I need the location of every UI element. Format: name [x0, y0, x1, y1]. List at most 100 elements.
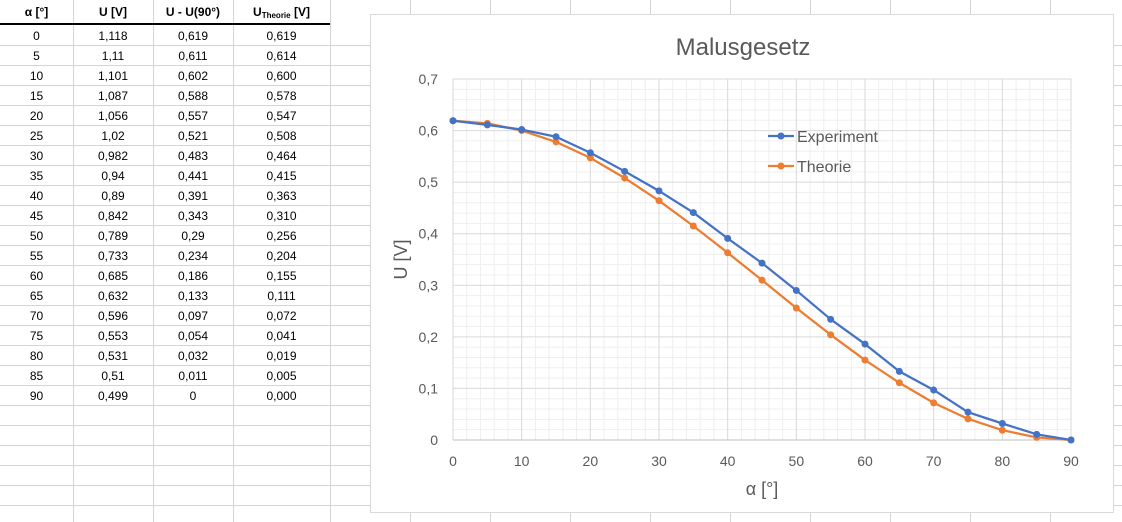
cell-u-minus-u90[interactable]: 0,097 — [177, 309, 209, 323]
chart-title: Malusgesetz — [676, 34, 811, 61]
cell-u[interactable]: 0,789 — [97, 229, 129, 243]
cell-u-theorie[interactable]: 0,005 — [266, 369, 297, 383]
cell-u[interactable]: 0,842 — [97, 209, 129, 223]
cell-u[interactable]: 1,118 — [98, 29, 128, 43]
cell-u-minus-u90[interactable]: 0,557 — [177, 109, 209, 123]
cell-u-theorie[interactable]: 0,547 — [266, 109, 297, 123]
cell-alpha[interactable]: 10 — [29, 69, 44, 83]
x-tick-label: 50 — [789, 453, 805, 469]
x-tick-label: 0 — [449, 453, 457, 469]
header-u[interactable]: U [V] — [99, 5, 127, 19]
data-point-experiment — [655, 187, 663, 195]
cell-u-minus-u90[interactable]: 0 — [189, 389, 197, 403]
cell-u-theorie[interactable]: 0,415 — [266, 169, 297, 183]
cell-u-theorie[interactable]: 0,464 — [266, 149, 297, 163]
x-tick-label: 40 — [720, 453, 736, 469]
cell-u-theorie[interactable]: 0,310 — [266, 209, 297, 223]
cell-alpha[interactable]: 35 — [29, 169, 44, 183]
cell-u-minus-u90[interactable]: 0,011 — [178, 369, 208, 383]
y-tick-label: 0 — [430, 432, 438, 448]
cell-u-theorie[interactable]: 0,155 — [266, 269, 297, 283]
header-u-theorie[interactable]: UTheorie [V] — [233, 2, 330, 22]
y-axis-label: U [V] — [391, 239, 411, 279]
header-u-minus-u90[interactable]: U - U(90°) — [165, 5, 221, 19]
cell-alpha[interactable]: 20 — [29, 109, 44, 123]
cell-u[interactable]: 1,02 — [101, 129, 125, 143]
cell-u-minus-u90[interactable]: 0,611 — [178, 49, 208, 63]
cell-u-minus-u90[interactable]: 0,602 — [177, 69, 209, 83]
cell-u-theorie[interactable]: 0,614 — [266, 49, 297, 63]
cell-u[interactable]: 0,632 — [97, 289, 129, 303]
cell-u-theorie[interactable]: 0,578 — [266, 89, 297, 103]
cell-alpha[interactable]: 25 — [29, 129, 44, 143]
cell-alpha[interactable]: 30 — [29, 149, 44, 163]
cell-u-minus-u90[interactable]: 0,186 — [177, 269, 209, 283]
header-alpha[interactable]: α [°] — [24, 5, 49, 19]
cell-u-minus-u90[interactable]: 0,032 — [177, 349, 209, 363]
cell-alpha[interactable]: 45 — [29, 209, 44, 223]
data-point-experiment — [895, 367, 903, 375]
data-point-experiment — [518, 126, 526, 134]
cell-u-theorie[interactable]: 0,363 — [266, 189, 297, 203]
cell-u[interactable]: 0,685 — [97, 269, 129, 283]
cell-u-theorie[interactable]: 0,600 — [266, 69, 297, 83]
cell-u-minus-u90[interactable]: 0,29 — [181, 229, 205, 243]
cell-u[interactable]: 0,499 — [97, 389, 129, 403]
cell-alpha[interactable]: 5 — [33, 49, 40, 63]
cell-u[interactable]: 0,733 — [97, 249, 129, 263]
cell-u-minus-u90[interactable]: 0,441 — [177, 169, 209, 183]
cell-alpha[interactable]: 55 — [29, 249, 44, 263]
data-point-experiment — [586, 149, 594, 157]
legend-marker-experiment — [777, 132, 785, 140]
x-tick-label: 80 — [995, 453, 1011, 469]
gridline — [153, 0, 154, 522]
cell-u-theorie[interactable]: 0,072 — [266, 309, 297, 323]
cell-u-theorie[interactable]: 0,019 — [266, 349, 297, 363]
legend-label-experiment: Experiment — [797, 129, 878, 146]
cell-u-minus-u90[interactable]: 0,054 — [177, 329, 209, 343]
cell-u-minus-u90[interactable]: 0,521 — [177, 129, 209, 143]
cell-u[interactable]: 0,94 — [101, 169, 125, 183]
cell-u[interactable]: 1,11 — [101, 49, 125, 63]
cell-u[interactable]: 0,531 — [97, 349, 129, 363]
cell-u[interactable]: 1,087 — [97, 89, 129, 103]
cell-alpha[interactable]: 90 — [29, 389, 44, 403]
cell-alpha[interactable]: 50 — [29, 229, 44, 243]
cell-u-minus-u90[interactable]: 0,234 — [177, 249, 209, 263]
cell-u-minus-u90[interactable]: 0,588 — [177, 89, 209, 103]
cell-u-minus-u90[interactable]: 0,343 — [177, 209, 209, 223]
chart[interactable]: 0 0,1 0,2 0,3 0,4 0,5 0,6 0,7 0 10 20 30 40 50 60 70 80 9… — [370, 14, 1114, 513]
x-tick-label: 20 — [583, 453, 599, 469]
cell-alpha[interactable]: 70 — [29, 309, 44, 323]
x-tick-label: 10 — [514, 453, 530, 469]
cell-alpha[interactable]: 60 — [29, 269, 44, 283]
cell-u-minus-u90[interactable]: 0,483 — [177, 149, 209, 163]
cell-u-theorie[interactable]: 0,619 — [266, 29, 297, 43]
data-point-theorie — [861, 356, 869, 364]
cell-u-theorie[interactable]: 0,204 — [266, 249, 297, 263]
cell-alpha[interactable]: 75 — [29, 329, 44, 343]
legend-marker-theorie — [777, 162, 785, 170]
cell-u-theorie[interactable]: 0,508 — [266, 129, 297, 143]
cell-u-minus-u90[interactable]: 0,391 — [177, 189, 209, 203]
cell-alpha[interactable]: 0 — [33, 29, 40, 43]
cell-u[interactable]: 1,101 — [97, 69, 129, 83]
cell-alpha[interactable]: 65 — [29, 289, 44, 303]
cell-u[interactable]: 0,982 — [97, 149, 129, 163]
cell-alpha[interactable]: 85 — [29, 369, 44, 383]
cell-alpha[interactable]: 80 — [29, 349, 44, 363]
y-tick-label: 0,6 — [419, 123, 439, 139]
cell-alpha[interactable]: 40 — [29, 189, 44, 203]
cell-u-minus-u90[interactable]: 0,619 — [177, 29, 209, 43]
cell-u-theorie[interactable]: 0,041 — [266, 329, 297, 343]
cell-u-theorie[interactable]: 0,256 — [266, 229, 297, 243]
cell-u[interactable]: 0,51 — [101, 369, 125, 383]
cell-u[interactable]: 0,553 — [97, 329, 129, 343]
cell-u-theorie[interactable]: 0,111 — [267, 289, 296, 303]
cell-u[interactable]: 0,89 — [101, 189, 125, 203]
cell-u-minus-u90[interactable]: 0,133 — [177, 289, 209, 303]
cell-u[interactable]: 0,596 — [97, 309, 129, 323]
cell-u-theorie[interactable]: 0,000 — [266, 389, 297, 403]
cell-u[interactable]: 1,056 — [97, 109, 129, 123]
cell-alpha[interactable]: 15 — [29, 89, 44, 103]
